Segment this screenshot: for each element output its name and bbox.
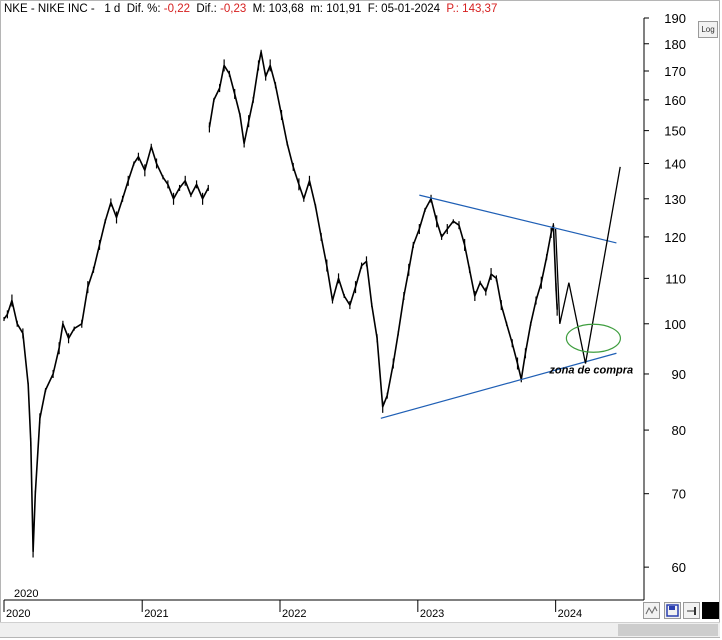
lower-trendline — [380, 352, 617, 419]
log-scale-toggle[interactable]: Log — [698, 21, 718, 38]
x-tick-label: 2024 — [558, 608, 582, 620]
x-tick-label: 2021 — [144, 608, 168, 620]
y-tick-label: 180 — [664, 37, 686, 52]
dif-pct-label: Dif. %: — [126, 3, 161, 15]
y-tick-label: 170 — [664, 64, 686, 79]
dif-label: Dif.: — [196, 3, 217, 15]
y-tick-label: 160 — [664, 93, 686, 108]
max-label: M: 103,68 — [252, 3, 304, 15]
y-tick-label: 140 — [664, 156, 686, 171]
dif-pct-value: -0,22 — [163, 3, 191, 15]
ticker-label: NKE - NIKE INC - — [4, 3, 95, 15]
x-tick-label: 2022 — [282, 608, 306, 620]
y-tick-label: 110 — [665, 271, 686, 286]
price-series — [3, 49, 558, 558]
info-bar: NKE - NIKE INC - 1 d Dif. %: -0,22 Dif.:… — [4, 3, 497, 17]
upper-trendline — [419, 194, 617, 244]
y-tick-label: 150 — [664, 124, 686, 139]
y-tick-label: 60 — [672, 560, 686, 575]
horizontal-scrollbar[interactable] — [0, 622, 720, 637]
x-tick-label: 2020 — [6, 608, 30, 620]
y-tick-label: 130 — [664, 192, 686, 207]
corner-year-label: 2020 — [14, 588, 38, 600]
y-tick-label: 80 — [672, 423, 686, 438]
dif-value: -0,23 — [220, 3, 247, 15]
buy-zone-ellipse — [565, 323, 622, 353]
color-swatch-icon[interactable] — [702, 602, 719, 619]
y-tick-label: 190 — [664, 11, 686, 26]
price-line-segment-1 — [3, 146, 210, 553]
bottom-toolbar — [640, 602, 720, 620]
annotations — [380, 166, 622, 419]
zone-label: zona de compra — [548, 364, 633, 376]
y-tick-label: 100 — [664, 317, 686, 332]
x-tick-label: 2023 — [420, 608, 444, 620]
y-tick-label: 120 — [664, 230, 686, 245]
price-line-segment-2 — [208, 50, 558, 408]
y-tick-label: 90 — [672, 367, 686, 382]
y-tick-label: 70 — [672, 487, 686, 502]
price-label: P.: 143,37 — [446, 3, 498, 15]
period-label: 1 d — [104, 3, 121, 15]
price-chart[interactable]: 60 70 80 90 100 110 120 130 140 150 160 170 180 190 20… — [0, 0, 720, 622]
axes: 60 70 80 90 100 110 120 130 140 150 160 170 180 190 20… — [3, 11, 686, 620]
pin-icon[interactable] — [683, 602, 700, 619]
scrollbar-thumb[interactable] — [618, 624, 718, 636]
save-icon[interactable] — [664, 602, 681, 619]
zigzag-icon[interactable] — [643, 602, 660, 619]
min-label: m: 101,91 — [310, 3, 362, 15]
date-label: F: 05-01-2024 — [367, 3, 441, 15]
projection-path — [554, 166, 621, 364]
